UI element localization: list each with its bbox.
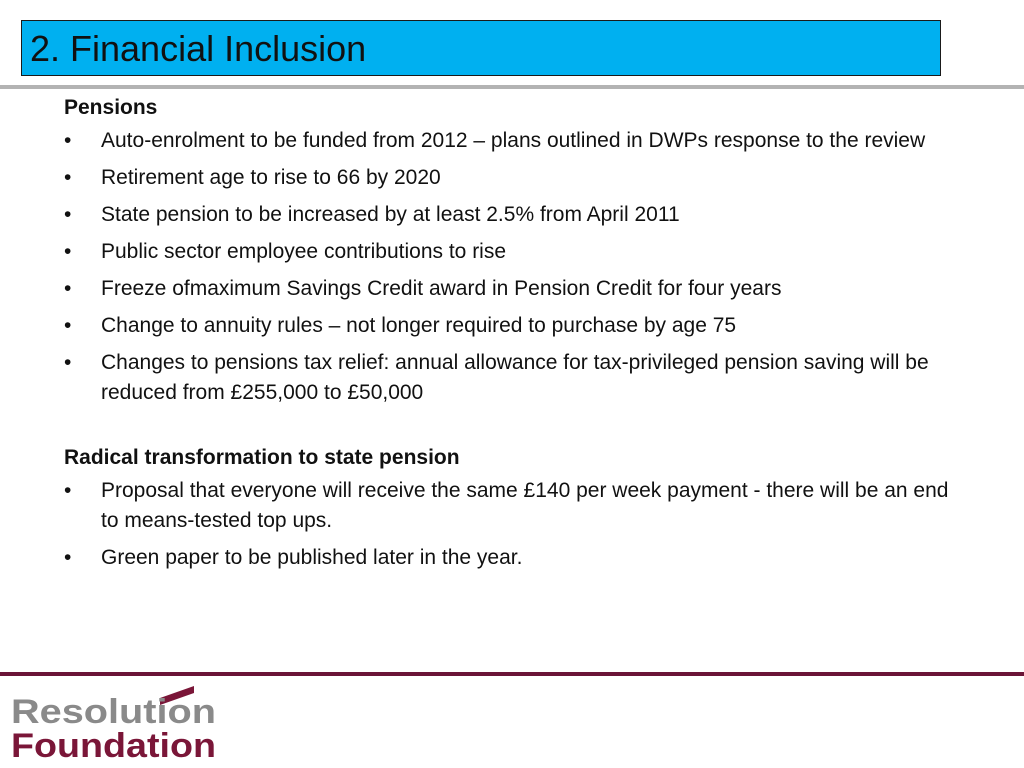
bullet-text: Retirement age to rise to 66 by 2020 — [101, 166, 441, 189]
bullet-marker: • — [64, 240, 72, 263]
top-divider — [0, 85, 1024, 89]
bullet-marker: • — [64, 129, 72, 152]
bullet-marker: • — [64, 166, 72, 189]
bullet-text: Freeze ofmaximum Savings Credit award in… — [101, 277, 782, 300]
title-box: 2. Financial Inclusion — [21, 20, 941, 76]
bullet-item: • Green paper to be published later in th… — [64, 543, 964, 573]
bullet-text: Change to annuity rules – not longer req… — [101, 314, 737, 337]
resolution-foundation-logo: Resolution Foundation — [11, 686, 216, 760]
bullet-text: Public sector employee contributions to … — [101, 240, 507, 263]
bullet-text: State pension to be increased by at leas… — [101, 203, 680, 226]
bullet-marker: • — [64, 546, 72, 569]
logo-word-foundation: Foundation — [11, 727, 216, 760]
bullet-item: • Changes to pensions tax relief: annual … — [64, 348, 964, 408]
bullet-marker: • — [64, 479, 72, 502]
bullet-marker: • — [64, 277, 72, 300]
bullet-text: Auto-enrolment to be funded from 2012 – … — [101, 129, 926, 152]
bullet-marker: • — [64, 351, 72, 374]
bullet-text: Changes to pensions tax relief: annual a… — [101, 351, 929, 404]
slide-title: 2. Financial Inclusion — [30, 28, 367, 69]
bullet-item: • Proposal that everyone will receive the… — [64, 476, 964, 536]
slide-body: Pensions • Auto-enrolment to be funded fr… — [64, 96, 964, 580]
bullet-item: • Retirement age to rise to 66 by 2020 — [64, 163, 964, 193]
bullet-text: Proposal that everyone will receive the … — [101, 479, 949, 532]
bullet-text: Green paper to be published later in the… — [101, 546, 523, 569]
bullet-item: • Change to annuity rules – not longer re… — [64, 311, 964, 341]
bullet-item: • Auto-enrolment to be funded from 2012 –… — [64, 126, 964, 156]
bullet-marker: • — [64, 203, 72, 226]
bullet-marker: • — [64, 314, 72, 337]
bullet-item: • State pension to be increased by at lea… — [64, 200, 964, 230]
bullet-item: • Freeze ofmaximum Savings Credit award i… — [64, 274, 964, 304]
state-pension-bullet-list: • Proposal that everyone will receive the… — [64, 476, 964, 573]
bottom-divider — [0, 672, 1024, 676]
bullet-item: • Public sector employee contributions to… — [64, 237, 964, 267]
section-heading-state-pension: Radical transformation to state pension — [64, 446, 460, 469]
section-heading-pensions: Pensions — [64, 96, 158, 119]
pensions-bullet-list: • Auto-enrolment to be funded from 2012 –… — [64, 126, 964, 408]
logo-swoosh — [160, 686, 194, 705]
logo-word-resolution: Resolution — [11, 693, 216, 731]
